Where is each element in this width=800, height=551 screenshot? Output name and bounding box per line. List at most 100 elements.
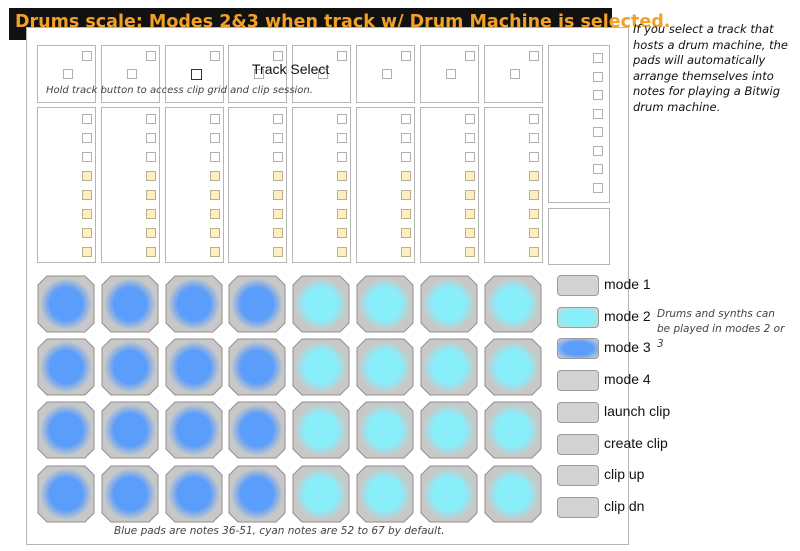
pad-cyan[interactable] [292,275,350,333]
clip-slot-light [337,114,347,124]
pad-graphic [356,465,414,523]
pad-graphic [101,338,159,396]
clip-slot-light [82,133,92,143]
pad-cyan[interactable] [420,401,478,459]
pad-graphic [228,275,286,333]
pad-blue[interactable] [228,465,286,523]
track-button-7[interactable] [420,45,479,103]
pad-cyan[interactable] [356,465,414,523]
pad-cyan[interactable] [420,275,478,333]
scene-light [593,164,603,174]
clip-dn-button[interactable] [557,496,599,518]
mode-1-button[interactable] [557,275,599,296]
track-indicator [254,69,264,79]
pad-cyan[interactable] [484,465,542,523]
pad-graphic [420,275,478,333]
pad-blue[interactable] [37,338,95,396]
pad-blue[interactable] [228,338,286,396]
track-button-3[interactable] [165,45,224,103]
launch-clip-label: launch clip [604,402,671,419]
pad-blue[interactable] [165,401,223,459]
pad-cyan[interactable] [420,338,478,396]
clip-column-7[interactable] [420,107,479,263]
clip-slot-light [82,171,92,181]
pad-blue[interactable] [101,465,159,523]
pad-cyan[interactable] [484,275,542,333]
clip-slot-light [401,228,411,238]
clip-slot-light [401,152,411,162]
launch-clip-button[interactable] [557,401,599,423]
track-button-4[interactable] [228,45,287,103]
pad-blue[interactable] [165,275,223,333]
clip-column-2[interactable] [101,107,160,263]
clip-column-6[interactable] [356,107,415,263]
clip-slot-light [465,209,475,219]
track-button-6[interactable] [356,45,415,103]
master-box[interactable] [548,208,610,265]
pad-blue[interactable] [228,275,286,333]
pad-graphic [484,465,542,523]
pad-blue[interactable] [165,338,223,396]
pad-blue[interactable] [101,401,159,459]
clip-slot-light [465,133,475,143]
pad-cyan[interactable] [356,275,414,333]
track-button-5[interactable] [292,45,351,103]
clip-up-button[interactable] [557,465,599,487]
pad-graphic [484,401,542,459]
clip-dn-label: clip dn [604,497,645,514]
pad-blue[interactable] [228,401,286,459]
pad-graphic [292,338,350,396]
track-indicator [63,69,73,79]
pad-cyan[interactable] [484,338,542,396]
clip-slot-light [146,190,156,200]
track-indicator [191,69,202,80]
clip-slot-light [82,228,92,238]
hold-note: Hold track button to access clip grid an… [46,85,313,96]
scene-light [593,182,603,193]
pad-blue[interactable] [101,338,159,396]
scene-light [593,108,603,119]
clip-slot-light [529,247,539,257]
clip-slot-light [82,247,92,257]
create-clip-button[interactable] [557,433,599,455]
clip-column-3[interactable] [165,107,224,263]
clip-slot-light [465,190,475,200]
create-clip-label: create clip [604,434,668,451]
clip-column-8[interactable] [484,107,543,263]
pad-cyan[interactable] [292,401,350,459]
mode-3-label: mode 3 [604,339,651,356]
clip-slot-light [465,228,475,238]
mode-3-button[interactable] [557,338,599,360]
clip-column-1[interactable] [37,107,96,263]
side-note: If you select a track that hosts a drum … [633,22,788,114]
track-button-2[interactable] [101,45,160,103]
pad-cyan[interactable] [420,465,478,523]
clip-slot-light [529,133,539,143]
track-button-1[interactable] [37,45,96,103]
pad-blue[interactable] [37,275,95,333]
clip-slot-light [273,114,283,124]
track-button-8[interactable] [484,45,543,103]
clip-slot-light [210,190,220,200]
pad-cyan[interactable] [484,401,542,459]
pad-blue[interactable] [165,465,223,523]
clip-up-label: clip up [604,466,645,483]
pad-cyan[interactable] [356,338,414,396]
clip-slot-light [465,171,475,181]
pad-graphic [101,275,159,333]
pad-blue[interactable] [37,401,95,459]
pad-cyan[interactable] [292,338,350,396]
track-indicator-top [82,51,92,61]
pad-cyan[interactable] [356,401,414,459]
pad-cyan[interactable] [292,465,350,523]
pad-blue[interactable] [37,465,95,523]
clip-column-5[interactable] [292,107,351,263]
clip-slot-light [401,247,411,257]
clip-column-4[interactable] [228,107,287,263]
mode-4-label: mode 4 [604,371,651,388]
pad-graphic [37,465,95,523]
mode-2-button[interactable] [557,306,599,328]
pad-graphic [420,401,478,459]
mode-4-button[interactable] [557,370,599,392]
pad-blue[interactable] [101,275,159,333]
